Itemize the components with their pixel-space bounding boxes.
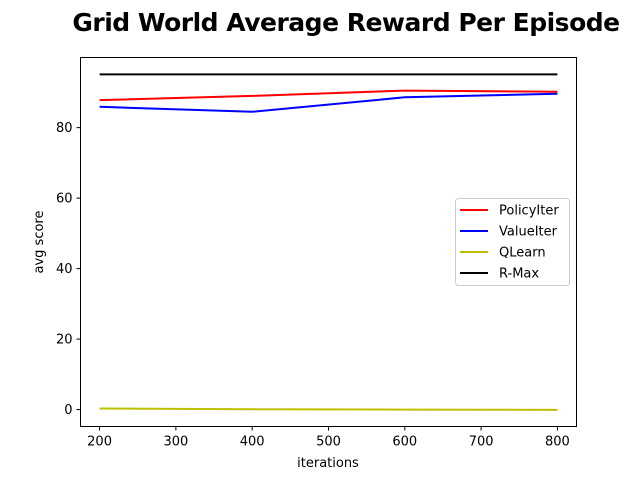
x-tick-label: 400 — [240, 435, 265, 450]
y-tick-label: 60 — [56, 192, 73, 207]
x-tick-label: 800 — [545, 435, 570, 450]
y-axis-label: avg score — [32, 211, 47, 274]
legend-label-0: PolicyIter — [499, 204, 559, 219]
x-tick-label: 200 — [87, 435, 112, 450]
x-tick-label: 600 — [392, 435, 417, 450]
x-tick-label: 500 — [316, 435, 341, 450]
y-tick-label: 40 — [56, 262, 73, 277]
legend: PolicyIter ValueIter QLearn R-Max — [455, 198, 570, 286]
legend-label-2: QLearn — [499, 246, 546, 261]
series-line-1 — [99, 92, 558, 113]
chart-title: Grid World Average Reward Per Episode — [72, 8, 620, 37]
y-tick-label: 0 — [64, 403, 72, 418]
y-tick-label: 80 — [56, 121, 73, 136]
legend-label-1: ValueIter — [499, 225, 558, 240]
series-line-0 — [99, 89, 558, 102]
x-axis-label: iterations — [297, 456, 359, 471]
legend-label-3: R-Max — [499, 267, 539, 282]
y-tick-label: 20 — [56, 333, 73, 348]
tick-layer: 200 300 400 500 600 700 800 0 20 40 60 80 — [56, 121, 570, 449]
x-tick-label: 300 — [163, 435, 188, 450]
series-layer — [99, 73, 558, 411]
series-line-2 — [99, 407, 558, 411]
legend-frame — [455, 198, 570, 286]
x-tick-label: 700 — [469, 435, 494, 450]
